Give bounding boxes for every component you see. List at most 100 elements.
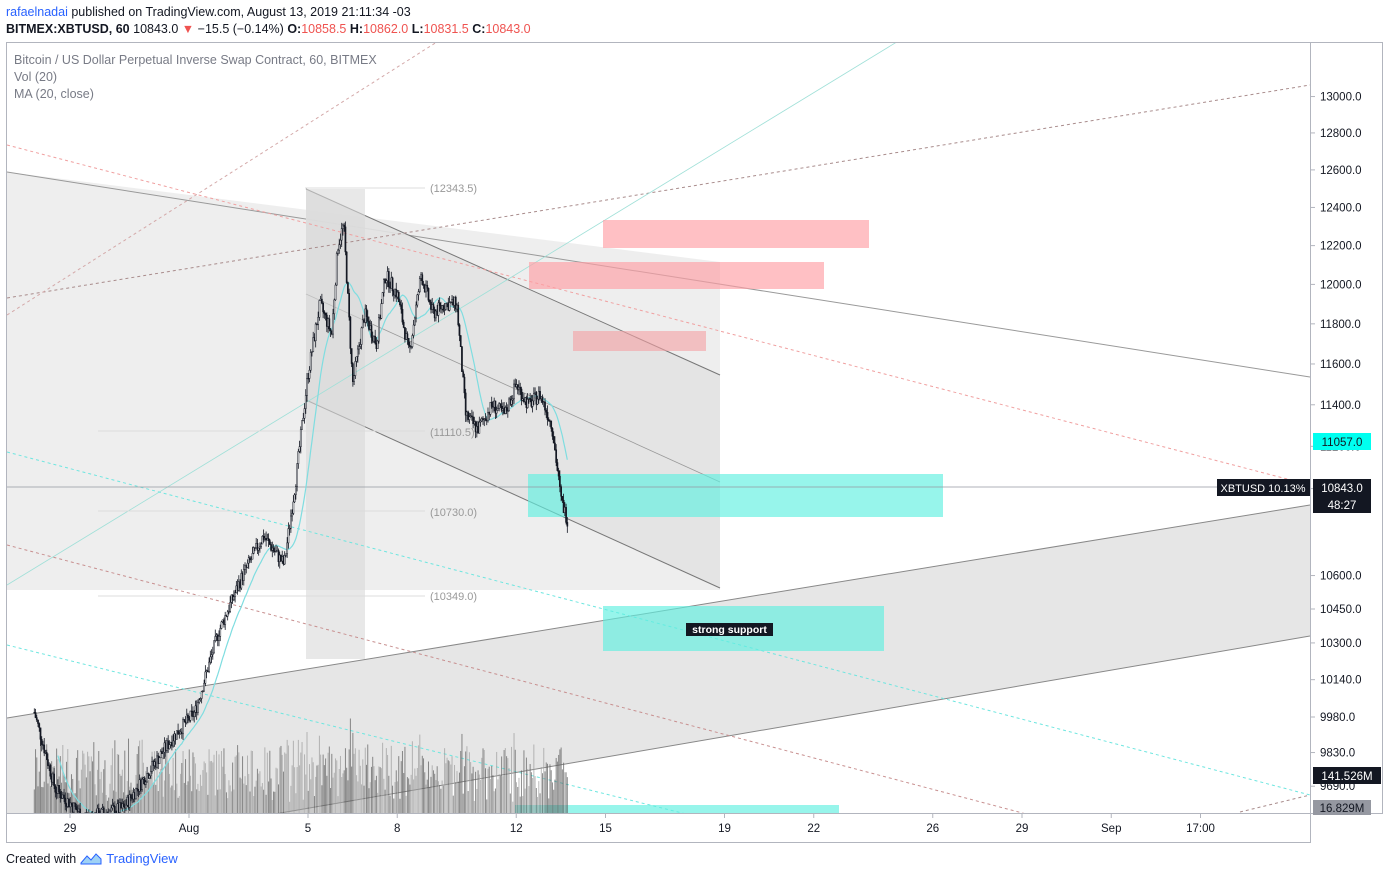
time-axis[interactable]	[6, 813, 1311, 843]
volume-bar	[497, 779, 499, 813]
volume-bar	[538, 781, 540, 813]
resistance-zone-2[interactable]	[529, 262, 824, 289]
brown-dotted-trendline	[7, 84, 1310, 299]
candle-body	[234, 592, 236, 598]
y-tick-label: 12800.0	[1320, 128, 1362, 140]
volume-bar	[344, 748, 346, 813]
candle-body	[397, 291, 400, 302]
volume-bar	[451, 756, 453, 813]
candle-body	[114, 806, 116, 813]
resistance-zone-1[interactable]	[603, 220, 869, 248]
support-zone-3[interactable]	[515, 805, 839, 815]
candle-body	[458, 324, 461, 336]
volume-bar	[147, 780, 149, 813]
volume-bar	[380, 768, 382, 813]
volume-bar	[310, 779, 312, 813]
candle-body	[479, 420, 482, 423]
volume-bar	[335, 758, 337, 813]
candle-body	[541, 396, 544, 403]
candle-body	[296, 463, 298, 487]
volume-bar	[461, 733, 463, 813]
instrument-title[interactable]: Bitcoin / US Dollar Perpetual Inverse Sw…	[14, 53, 377, 67]
candle-body	[468, 416, 471, 420]
volume-bar	[224, 774, 226, 813]
volume-bar	[80, 769, 82, 813]
candle-body	[268, 540, 271, 545]
candle-body	[125, 804, 127, 809]
volume-bar	[330, 788, 332, 813]
moving-average-line	[57, 282, 568, 813]
candle-body	[291, 513, 293, 517]
volume-bar	[87, 751, 89, 813]
volume-bar	[542, 773, 544, 813]
strong-support-label[interactable]: strong support	[692, 624, 767, 636]
candle-body	[290, 515, 292, 529]
level-label: (10349.0)	[430, 591, 477, 603]
volume-bar	[152, 784, 154, 813]
volume-bar	[494, 788, 496, 813]
volume-bar	[78, 780, 80, 813]
volume-bar	[523, 750, 525, 813]
ma-indicator-label[interactable]: MA (20, close)	[14, 87, 94, 101]
candle-body	[340, 228, 343, 241]
tradingview-brand-link[interactable]: TradingView	[106, 851, 178, 866]
volume-bar	[440, 788, 442, 813]
candle-body	[526, 399, 529, 408]
candle-body	[348, 293, 351, 318]
volume-bar	[370, 766, 372, 813]
volume-bar	[337, 796, 339, 813]
volume-bar	[513, 733, 515, 813]
low-value: 10831.5	[423, 22, 469, 36]
volume-bar	[546, 763, 548, 813]
support-zone-1[interactable]	[528, 474, 943, 517]
candle-body	[141, 779, 143, 790]
candle-body	[412, 324, 415, 336]
author-link[interactable]: rafaelnadai	[6, 5, 68, 19]
candle-body	[136, 788, 139, 790]
volume-bar	[508, 768, 510, 813]
volume-bar	[187, 781, 189, 813]
candle-body	[97, 807, 100, 813]
candle-body	[208, 661, 210, 673]
volume-bar	[109, 783, 111, 813]
candle-body	[63, 794, 65, 799]
volume-bar	[173, 790, 175, 813]
candle-body	[356, 348, 359, 357]
candle-body	[497, 408, 499, 411]
candle-body	[358, 346, 360, 350]
candle-body	[285, 553, 287, 556]
volume-bar	[269, 750, 271, 813]
volume-bar	[520, 770, 522, 813]
volume-bar	[243, 783, 245, 813]
volume-bar	[411, 741, 413, 813]
volume-bar	[560, 747, 562, 813]
volume-bar	[566, 777, 568, 813]
candle-body	[49, 764, 52, 777]
resistance-zone-3[interactable]	[573, 331, 706, 351]
volume-bar	[322, 754, 324, 813]
volume-bar	[230, 791, 232, 813]
volume-bar	[116, 754, 118, 813]
volume-bar	[245, 785, 247, 813]
volume-bar	[48, 766, 50, 813]
price-axis[interactable]	[1310, 42, 1383, 814]
candle-body	[462, 371, 465, 378]
volume-bar	[387, 754, 389, 813]
candle-body	[374, 335, 377, 344]
volume-bar	[550, 770, 552, 813]
symbol-label[interactable]: BITMEX:XBTUSD, 60	[6, 22, 130, 36]
volume-bar	[72, 778, 74, 813]
volume-bar	[476, 788, 478, 813]
volume-bar	[339, 755, 341, 813]
candle-body	[224, 615, 227, 625]
price-chart[interactable]: (12343.5) (11110.5) (10730.0) (10349.0) …	[0, 40, 1387, 845]
candle-body	[53, 773, 55, 787]
volume-bar	[294, 767, 296, 813]
candle-body	[520, 388, 523, 401]
volume-bar	[373, 766, 375, 813]
volume-indicator-label[interactable]: Vol (20)	[14, 70, 58, 84]
volume-bar	[105, 795, 107, 813]
candle-body	[566, 522, 569, 527]
volume-bar	[95, 795, 97, 813]
volume-bar	[540, 767, 542, 813]
